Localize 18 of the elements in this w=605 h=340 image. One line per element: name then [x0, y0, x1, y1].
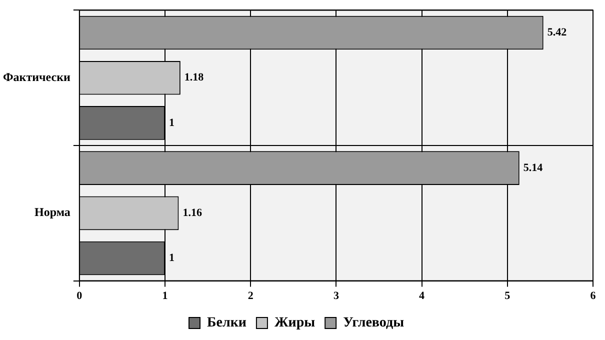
legend-label: Жиры: [274, 316, 316, 331]
legend-label: Углеводы: [343, 316, 404, 331]
data-label: 5.14: [523, 162, 544, 174]
x-tick-label: 5: [504, 290, 511, 302]
x-tick-label: 4: [419, 290, 426, 302]
data-label: 1: [169, 116, 175, 129]
data-label: 1: [169, 252, 175, 264]
y-tick-label: Фактически: [2, 70, 70, 84]
x-tick-label: 3: [333, 290, 340, 302]
data-label: 1.16: [182, 206, 202, 219]
data-label: 5.42: [547, 26, 568, 39]
x-tick-label: 0: [76, 290, 83, 302]
x-tick-label: 6: [590, 290, 596, 302]
y-tick-label: Норма: [34, 205, 70, 220]
x-tick-label: 2: [248, 290, 254, 302]
data-label: 1.18: [184, 72, 204, 84]
x-tick-label: 1: [162, 290, 168, 302]
legend-label: Белки: [207, 316, 246, 331]
